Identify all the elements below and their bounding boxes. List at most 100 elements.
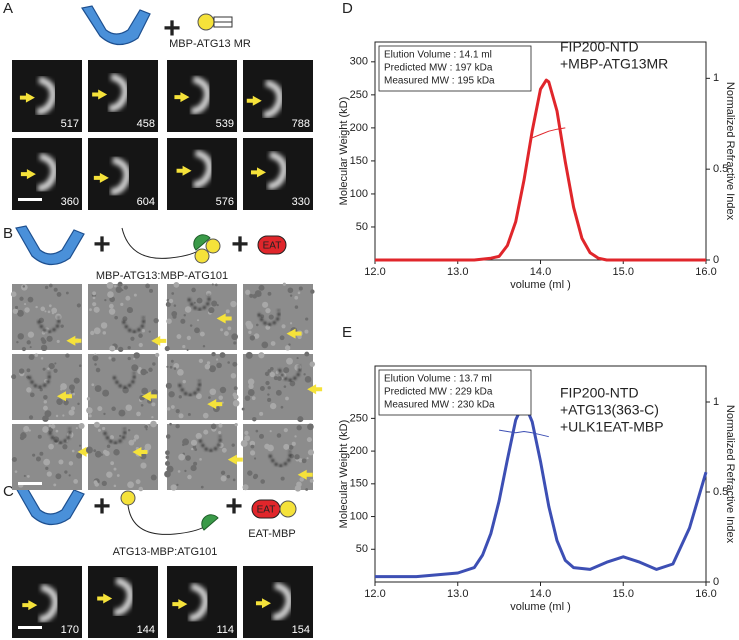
noise	[77, 402, 80, 406]
noise	[259, 433, 265, 439]
noise	[110, 461, 115, 466]
noise	[109, 435, 115, 440]
noise	[113, 467, 117, 471]
arrow	[93, 172, 109, 183]
plus-sign: +	[93, 228, 111, 261]
noise	[249, 450, 256, 456]
noise	[183, 314, 186, 317]
arrow	[307, 384, 323, 395]
noise	[182, 438, 190, 446]
noise	[140, 462, 147, 469]
micrograph	[88, 138, 158, 210]
noise	[26, 368, 31, 373]
noise	[164, 461, 170, 467]
noise	[265, 308, 271, 314]
noise	[43, 395, 48, 400]
chart-label: +ATG13(363-C)	[560, 402, 659, 418]
particle-count: 788	[292, 118, 310, 130]
noise	[122, 316, 128, 322]
y-axis-label: Molecular Weight (kD)	[338, 420, 350, 529]
noise	[208, 307, 215, 314]
noise	[232, 478, 236, 482]
noise	[130, 336, 135, 341]
noise	[135, 479, 141, 485]
noise	[109, 296, 115, 303]
noise	[53, 368, 58, 373]
y-tick-label: 250	[350, 412, 368, 424]
noise	[216, 362, 222, 369]
noise	[138, 486, 144, 492]
noise	[186, 335, 192, 341]
noise	[43, 400, 47, 404]
particle-count: 458	[137, 118, 155, 130]
noise	[231, 443, 235, 447]
particle	[193, 149, 214, 189]
noise	[270, 341, 276, 346]
micrograph	[243, 354, 313, 420]
noise	[35, 456, 41, 462]
noise	[127, 345, 131, 350]
noise	[184, 469, 187, 473]
data-line	[499, 429, 549, 438]
noise	[241, 407, 245, 411]
noise	[94, 482, 100, 487]
noise	[275, 389, 282, 396]
noise	[294, 435, 297, 438]
noise	[62, 444, 68, 450]
noise	[227, 361, 230, 364]
noise	[244, 435, 251, 442]
noise	[35, 305, 38, 309]
noise	[242, 484, 249, 491]
annotation: Elution Volume : 13.7 ml	[384, 374, 492, 385]
noise	[175, 424, 180, 429]
y-tick-label: 250	[350, 89, 368, 101]
noise	[100, 453, 103, 456]
noise	[125, 295, 131, 301]
noise	[282, 282, 286, 286]
noise	[133, 293, 137, 297]
noise	[269, 367, 274, 371]
noise	[63, 399, 69, 406]
noise	[155, 352, 160, 358]
arrow	[19, 92, 35, 103]
noise	[149, 288, 154, 293]
annotation-box	[378, 369, 532, 416]
noise	[144, 443, 152, 451]
y-tick-label: 300	[350, 56, 368, 68]
x-tick-label: 13.0	[447, 588, 468, 600]
eat-icon	[257, 235, 287, 255]
noise	[170, 405, 175, 409]
noise	[280, 476, 285, 481]
noise	[168, 391, 175, 398]
mbp-icon	[279, 500, 297, 518]
noise	[267, 291, 272, 296]
noise	[180, 318, 186, 324]
y2-tick-label: 0	[713, 576, 719, 588]
noise	[280, 405, 284, 409]
noise	[211, 283, 214, 286]
noise	[264, 443, 270, 450]
noise	[204, 363, 211, 370]
noise	[281, 324, 286, 329]
noise	[203, 429, 209, 435]
arrow	[22, 600, 38, 611]
arrow	[132, 447, 148, 458]
arrow	[151, 335, 167, 346]
eat-label: EAT	[257, 505, 276, 516]
noise	[170, 484, 177, 491]
arrow	[92, 89, 108, 100]
particle	[39, 583, 60, 623]
noise	[11, 456, 17, 463]
y2-axis-label: Normalized Refractive Index	[724, 82, 736, 221]
particle-count: 517	[61, 118, 79, 130]
noise	[206, 361, 211, 365]
particle	[48, 427, 72, 445]
noise	[240, 439, 248, 447]
noise	[106, 471, 113, 478]
noise	[141, 387, 149, 395]
noise	[90, 330, 95, 336]
noise	[286, 357, 293, 365]
noise	[23, 425, 30, 433]
noise	[187, 412, 191, 416]
noise	[21, 346, 27, 352]
